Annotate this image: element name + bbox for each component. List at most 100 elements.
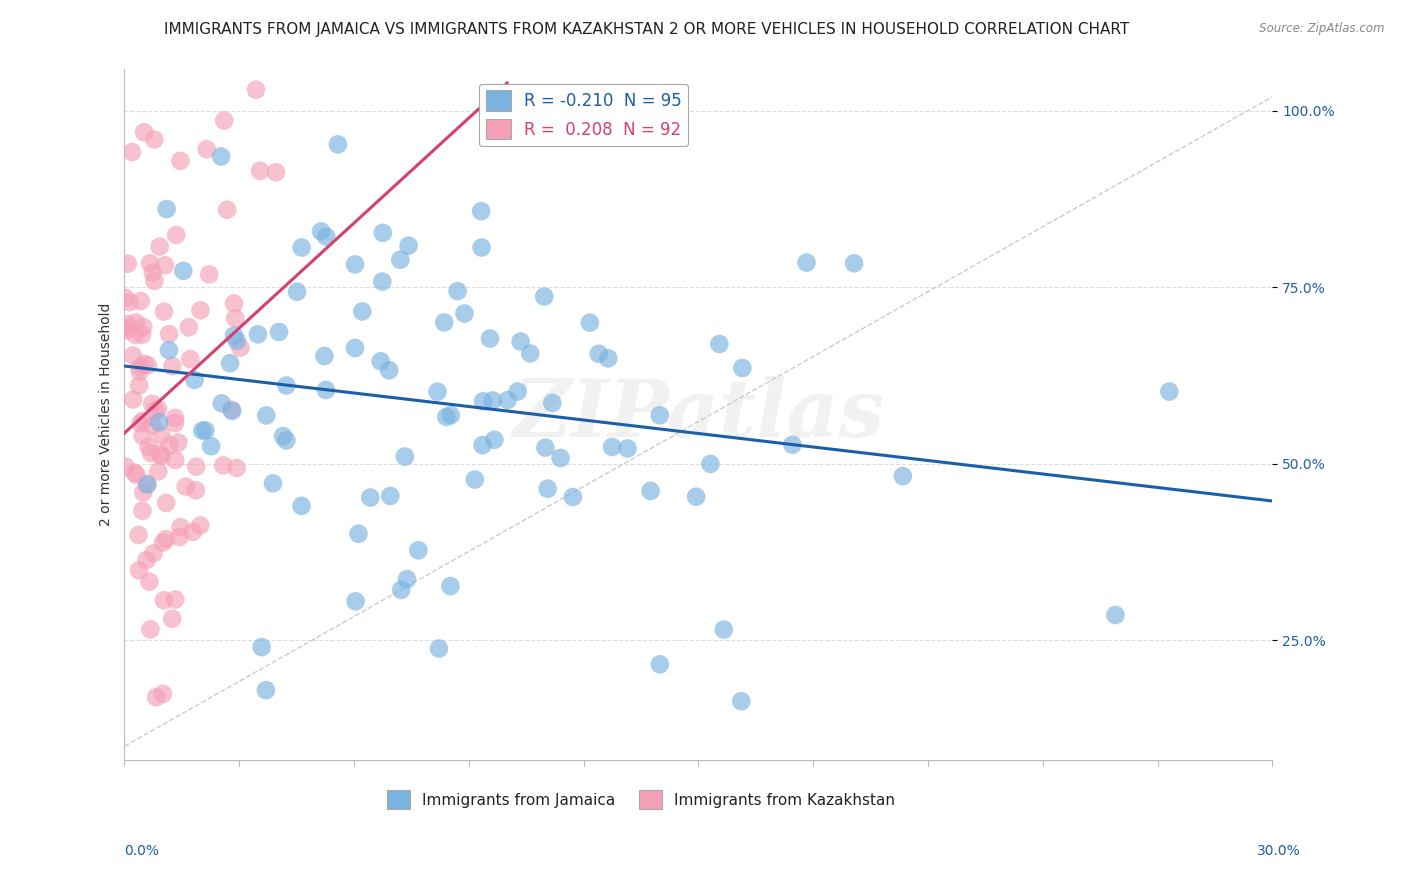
Point [359,491,381,505]
Point [141,418,163,433]
Point [152,687,174,701]
Text: ZIPatlas: ZIPatlas [512,376,884,453]
Point [155,496,177,510]
Point [128,364,150,378]
Point [167,435,190,450]
Point [433,315,456,329]
Point [371,275,394,289]
Point [326,137,349,152]
Point [484,433,506,447]
Point [149,239,172,253]
Point [254,409,277,423]
Point [352,304,374,318]
Point [685,490,707,504]
Point [129,294,152,309]
Point [427,641,450,656]
Point [162,359,184,373]
Point [471,438,494,452]
Point [254,683,277,698]
Point [588,347,610,361]
Point [160,612,183,626]
Point [394,450,416,464]
Point [600,440,623,454]
Point [153,258,176,272]
Point [344,594,367,608]
Point [145,690,167,705]
Point [285,285,308,299]
Point [156,202,179,216]
Text: Source: ZipAtlas.com: Source: ZipAtlas.com [1260,22,1385,36]
Point [155,532,177,546]
Point [153,304,176,318]
Point [141,397,163,411]
Point [138,440,160,454]
Point [150,428,173,442]
Point [713,623,735,637]
Point [118,295,141,310]
Point [271,429,294,443]
Point [165,592,187,607]
Point [314,349,336,363]
Point [153,593,176,607]
Point [343,257,366,271]
Point [371,226,394,240]
Point [481,393,503,408]
Point [550,450,572,465]
Point [648,409,671,423]
Point [343,341,366,355]
Point [143,403,166,417]
Point [115,323,138,337]
Point [506,384,529,399]
Point [579,316,602,330]
Point [472,394,495,409]
Point [389,582,412,597]
Point [114,459,136,474]
Text: 30.0%: 30.0% [1257,844,1301,857]
Point [183,373,205,387]
Point [209,149,232,163]
Point [139,256,162,270]
Point [229,341,252,355]
Point [174,479,197,493]
Point [453,306,475,320]
Point [315,383,337,397]
Point [370,354,392,368]
Point [378,363,401,377]
Point [211,396,233,410]
Point [125,316,148,330]
Point [709,337,731,351]
Point [224,311,246,326]
Point [221,402,243,417]
Point [470,204,492,219]
Point [124,327,146,342]
Point [509,334,531,349]
Point [124,466,146,480]
Point [395,572,418,586]
Point [121,349,143,363]
Point [157,438,180,452]
Point [562,490,585,504]
Point [139,623,162,637]
Text: 0.0%: 0.0% [124,844,159,857]
Point [225,334,247,348]
Point [143,274,166,288]
Point [648,657,671,672]
Point [157,326,180,341]
Point [134,357,156,371]
Point [699,457,721,471]
Point [131,327,153,342]
Point [128,528,150,542]
Point [149,447,172,461]
Point [148,464,170,478]
Point [221,404,243,418]
Point [290,499,312,513]
Point [139,446,162,460]
Point [179,352,201,367]
Point [426,384,449,399]
Point [214,113,236,128]
Point [471,240,494,254]
Point [157,343,180,358]
Point [128,359,150,374]
Point [616,442,638,456]
Point [222,296,245,310]
